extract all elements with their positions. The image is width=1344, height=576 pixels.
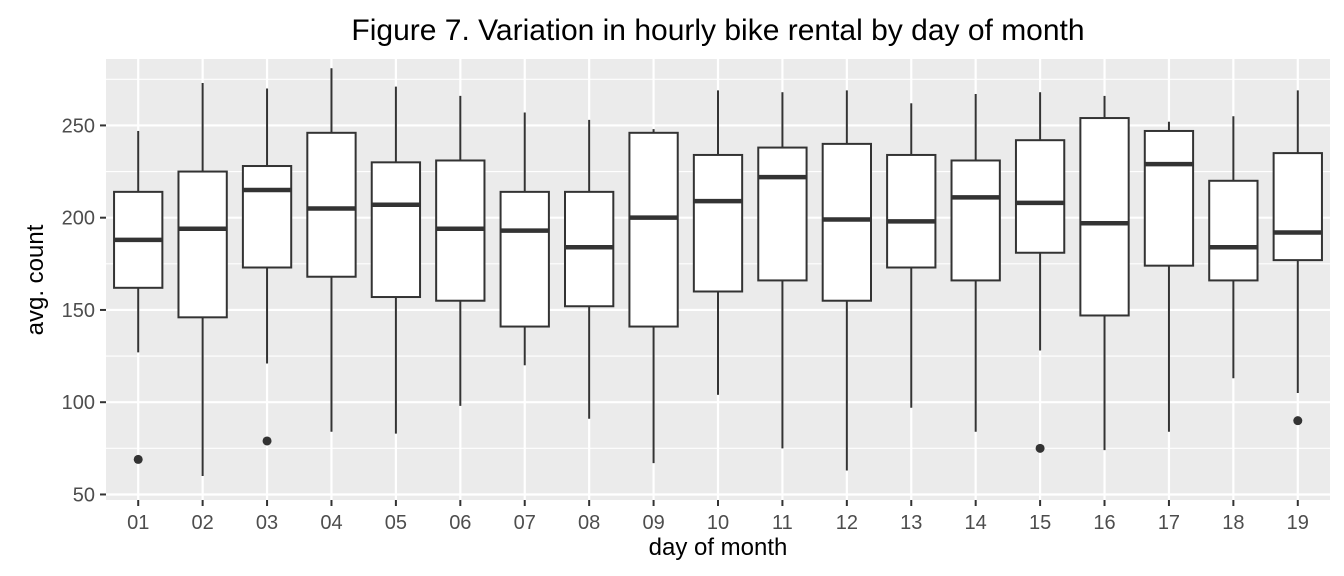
- x-tick-label: 14: [965, 512, 987, 534]
- box-08: [564, 119, 615, 419]
- y-tick-label: 200: [62, 208, 95, 230]
- box-11: [757, 92, 808, 449]
- box-12: [821, 90, 872, 471]
- box-iqr: [821, 142, 872, 302]
- box-iqr: [692, 153, 744, 293]
- x-tick-label: 06: [449, 512, 471, 534]
- box-14: [950, 94, 1001, 432]
- x-tick-label: 16: [1093, 512, 1115, 534]
- boxes-layer: [113, 68, 1323, 477]
- box-iqr: [241, 165, 293, 269]
- chart-title: Figure 7. Variation in hourly bike renta…: [351, 14, 1084, 47]
- x-tick-label: 18: [1222, 512, 1244, 534]
- box-06: [435, 95, 486, 406]
- x-tick-label: 03: [256, 512, 278, 534]
- x-tick-label: 05: [385, 512, 407, 534]
- x-tick-label: 01: [127, 512, 149, 534]
- box-iqr: [370, 161, 422, 299]
- box-09: [628, 129, 679, 464]
- x-axis: 01 02 03 04 05 06 07 08 09 10 11 12 13 14 15 16 17 18 19: [127, 500, 1309, 534]
- box-03: [241, 88, 293, 446]
- x-tick-label: 15: [1029, 512, 1051, 534]
- box-17: [1143, 121, 1195, 432]
- outlier-point: [262, 436, 272, 446]
- x-tick-label: 09: [642, 512, 664, 534]
- x-tick-label: 07: [514, 512, 536, 534]
- box-iqr: [499, 190, 550, 328]
- y-tick-label: 50: [73, 484, 95, 506]
- box-10: [692, 90, 744, 395]
- y-axis-title: avg. count: [22, 224, 49, 335]
- box-15: [1014, 92, 1066, 453]
- box-16: [1079, 95, 1130, 451]
- box-iqr: [950, 159, 1001, 282]
- outlier-point: [1293, 416, 1303, 426]
- x-tick-label: 08: [578, 512, 600, 534]
- box-iqr: [177, 170, 228, 319]
- box-iqr: [1208, 179, 1259, 282]
- x-tick-label: 12: [836, 512, 858, 534]
- y-tick-label: 150: [62, 300, 95, 322]
- outlier-point: [1035, 443, 1045, 453]
- x-tick-label: 10: [707, 512, 729, 534]
- box-02: [177, 82, 228, 477]
- box-01: [113, 130, 164, 464]
- x-axis-title: day of month: [649, 534, 788, 561]
- box-05: [370, 86, 422, 434]
- y-tick-label: 250: [62, 115, 95, 137]
- x-tick-label: 17: [1158, 512, 1180, 534]
- box-iqr: [1079, 117, 1130, 317]
- box-iqr: [1272, 152, 1323, 262]
- box-iqr: [1143, 129, 1195, 267]
- box-iqr: [757, 146, 808, 282]
- box-18: [1208, 116, 1259, 379]
- box-iqr: [628, 131, 679, 328]
- box-iqr: [886, 153, 937, 269]
- outlier-point: [133, 454, 143, 464]
- x-tick-label: 04: [320, 512, 342, 534]
- x-tick-label: 19: [1287, 512, 1309, 534]
- x-tick-label: 13: [900, 512, 922, 534]
- box-04: [306, 68, 357, 432]
- box-19: [1272, 90, 1323, 426]
- x-tick-label: 11: [772, 512, 793, 534]
- y-tick-label: 100: [62, 392, 95, 414]
- box-iqr: [306, 131, 357, 278]
- x-tick-label: 02: [192, 512, 214, 534]
- box-iqr: [1014, 139, 1066, 254]
- y-axis: 50 100 150 200 250: [62, 115, 106, 506]
- box-07: [499, 112, 550, 366]
- box-13: [886, 103, 937, 408]
